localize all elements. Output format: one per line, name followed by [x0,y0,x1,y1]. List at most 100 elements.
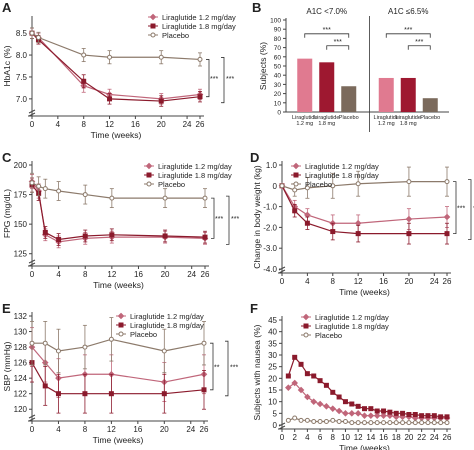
data-point [201,387,207,393]
bar-category-label: Placebo [420,115,440,121]
x-tick-label: 24 [187,270,196,279]
data-point [374,408,380,414]
y-axis-title: HbA1c (%) [2,45,12,86]
x-tick-label: 20 [404,433,413,442]
data-point [406,420,412,426]
bar [400,77,416,112]
axis-break [28,259,36,267]
bar-label-line: Liraglutide [396,115,421,121]
panel-e: E 0 4 8 12 16 20 24 26 120 122 124 126 128 130 132 Time … [2,301,238,445]
significance-bracket [221,57,225,104]
data-point [348,410,356,417]
y-tick-label: 200 [14,161,28,170]
significance-bracket [468,179,472,241]
bar [319,62,335,112]
axis-break [28,414,36,422]
y-tick-label: 132 [14,312,28,321]
data-point [298,417,304,423]
significance-bracket [385,33,431,38]
y-tick-label: 120 [14,405,28,414]
panel-letter: B [252,0,261,15]
legend-label: Liraglutide 1.8 mg/day [305,171,379,180]
x-tick-label: 20 [157,120,166,129]
data-point [285,384,292,391]
data-point [330,183,336,189]
data-point [197,94,203,100]
data-point [292,354,298,360]
significance-label: *** [404,27,412,34]
legend-marker [149,13,157,21]
y-tick-label: 128 [14,343,28,352]
data-point [444,179,450,185]
data-point [329,405,337,412]
y-tick-label: 7.0 [16,95,28,104]
data-point [381,408,387,414]
data-point [406,179,412,185]
panel-letter: E [2,301,11,316]
series-line [281,185,447,235]
y-tick-label: -3.0 [263,244,277,253]
x-tick-label: 0 [30,120,35,129]
legend-label: Liraglutide 1.8 mg/day [158,171,232,180]
data-point [56,188,62,194]
data-point [285,417,291,423]
significance-bracket [304,33,350,38]
x-axis-title: Time (weeks) [339,443,390,450]
x-tick-label: 4 [305,433,310,442]
series-line [31,184,206,241]
y-tick-label: 15 [268,386,277,395]
data-point [304,417,310,423]
x-tick-label: 24 [183,120,192,129]
legend-marker [118,322,124,328]
y-tick-label: 0 [277,110,281,117]
y-tick-label: -1.0 [263,203,277,212]
data-point [387,409,393,415]
x-tick-label: 0 [280,277,285,286]
panel-letter: C [2,150,12,165]
y-axis-title: SBP (mmHg) [2,341,12,391]
data-point [400,420,406,426]
y-tick-label: 20 [274,91,282,98]
series-placebo [285,415,450,426]
data-point [81,78,87,84]
legend-label: Liraglutide 1.8 mg/day [162,22,236,31]
legend-label: Liraglutide 1.2 mg/day [162,13,236,22]
series-placebo [279,166,450,199]
data-point [323,419,329,424]
y-tick-label: 30 [274,82,282,89]
significance-label: *** [334,39,342,46]
x-tick-label: 10 [341,433,350,442]
x-tick-label: 8 [331,277,336,286]
y-tick-label: 124 [14,374,28,383]
bar-label-line: Liraglutide [292,115,317,121]
bar-category-label: Liraglutide 1.2 mg [374,115,399,127]
data-point [29,340,35,346]
series-placebo [29,27,203,67]
series-line [287,356,447,418]
data-point [438,420,444,426]
data-point [55,391,61,397]
y-tick-label: 80 [274,36,282,43]
y-tick-label: 0 [273,182,278,191]
bar-category-label: Liraglutide 1.8 mg [396,115,421,127]
y-tick-label: 126 [14,359,28,368]
significance-label: *** [231,216,239,223]
bar-label-line: Liraglutide [374,115,399,121]
data-point [330,229,336,235]
data-point [317,378,323,384]
legend-marker [117,312,125,320]
significance-label: *** [215,216,223,223]
x-tick-label: 20 [161,270,170,279]
legend-marker [146,181,152,187]
bar-category-label: Placebo [339,115,359,121]
data-point [107,96,113,102]
legend-marker [150,23,156,29]
data-point [355,181,361,187]
legend-marker [150,32,156,38]
x-tick-label: 12 [354,277,363,286]
data-point [81,52,87,58]
legend-label: Placebo [158,180,185,189]
x-tick-label: 26 [443,277,452,286]
series-placebo [29,317,207,374]
data-point [162,195,168,201]
